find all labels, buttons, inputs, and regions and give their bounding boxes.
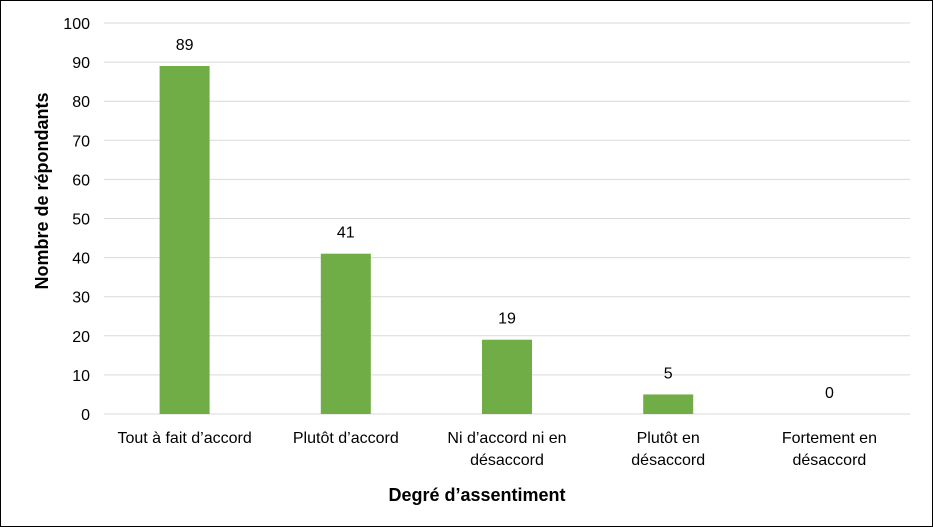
x-category-label: Ni d’accord ni en [447, 430, 566, 447]
data-labels: 89 41 19 5 0 [176, 37, 834, 402]
y-tick-label: 80 [72, 94, 90, 111]
y-tick-label: 70 [72, 133, 90, 150]
x-category-label: désaccord [470, 452, 544, 469]
x-category-label: désaccord [792, 452, 866, 469]
x-axis-title: Degré d’assentiment [388, 485, 565, 505]
data-label: 89 [176, 37, 194, 54]
gridlines [104, 22, 910, 415]
data-label: 5 [664, 365, 673, 382]
data-label: 19 [498, 311, 516, 328]
x-category-label: Plutôt d’accord [293, 430, 399, 447]
x-category-label: Tout à fait d’accord [117, 430, 251, 447]
y-tick-label: 0 [81, 407, 90, 424]
x-category-label: désaccord [631, 452, 705, 469]
y-tick-label: 50 [72, 212, 90, 229]
bar [482, 339, 532, 414]
y-tick-label: 10 [72, 368, 90, 385]
y-tick-label: 100 [63, 16, 90, 33]
y-tick-label: 90 [72, 55, 90, 72]
x-category-label: Plutôt en [637, 430, 700, 447]
y-tick-label: 30 [72, 290, 90, 307]
data-label: 41 [337, 225, 355, 242]
bar [643, 394, 694, 414]
bar [320, 253, 371, 414]
y-tick-label: 20 [72, 329, 90, 346]
bar [159, 66, 210, 414]
data-label: 0 [825, 385, 834, 402]
x-category-labels: Tout à fait d’accord Plutôt d’accord Ni d’… [117, 430, 877, 469]
y-tick-label: 60 [72, 172, 90, 189]
y-axis-title: Nombre de répondants [32, 92, 52, 289]
y-tick-labels: 0 10 20 30 40 50 60 70 80 90 100 [63, 16, 90, 424]
x-category-label: Fortement en [782, 430, 877, 447]
y-tick-label: 40 [72, 251, 90, 268]
bars [159, 66, 694, 414]
